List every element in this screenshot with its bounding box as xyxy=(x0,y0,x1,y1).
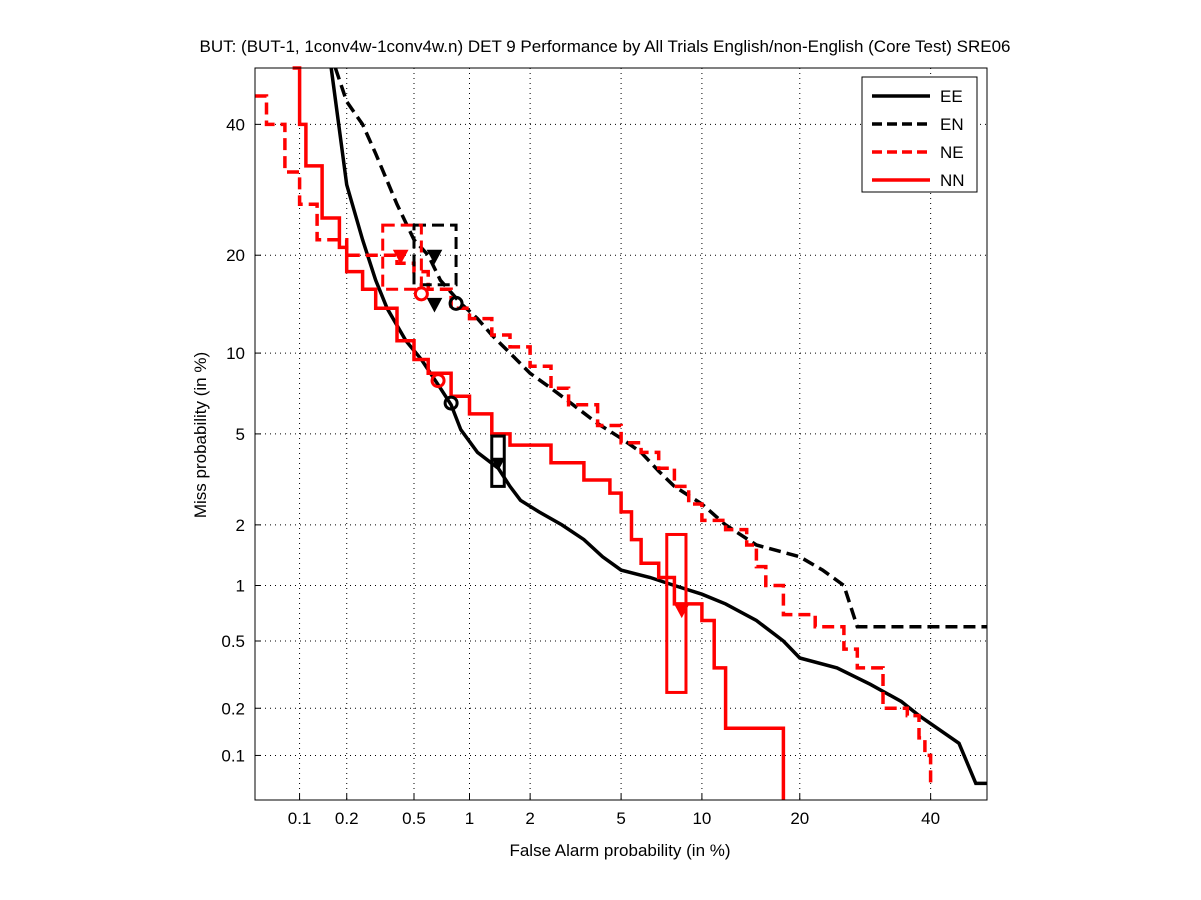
series-line-en xyxy=(333,67,987,629)
x-tick-label: 2 xyxy=(525,809,534,828)
x-tick-label: 40 xyxy=(921,809,940,828)
y-tick-label: 10 xyxy=(226,344,245,363)
act-dcf-marker-nn xyxy=(673,603,690,619)
confidence-box-nn xyxy=(665,532,688,694)
x-tick-label: 5 xyxy=(616,809,625,828)
series-line-ne xyxy=(255,94,933,784)
y-tick-label: 0.2 xyxy=(221,699,245,718)
y-tick-labels: 0.1 0.2 0.5 1 2 5 10 20 40 xyxy=(221,115,245,765)
x-tick-label: 10 xyxy=(692,809,711,828)
legend-label-ne: NE xyxy=(940,143,964,162)
confidence-box-ee xyxy=(490,434,506,488)
act-dcf-marker-ee xyxy=(491,457,506,471)
x-tick-label: 20 xyxy=(790,809,809,828)
y-tick-label: 0.5 xyxy=(221,632,245,651)
y-tick-label: 0.1 xyxy=(221,746,245,765)
series-layer xyxy=(255,66,987,800)
series-line-ee xyxy=(329,67,987,786)
min-dcf-marker-en xyxy=(448,295,464,311)
confidence-box-ne xyxy=(381,223,423,291)
x-tick-label: 1 xyxy=(465,809,474,828)
y-tick-label: 1 xyxy=(236,577,245,596)
markers-layer xyxy=(381,223,690,694)
legend-label-nn: NN xyxy=(940,171,965,190)
y-tick-label: 40 xyxy=(226,115,245,134)
act-dcf-marker-ne xyxy=(392,249,409,265)
min-dcf-marker-ne xyxy=(413,286,429,302)
confidence-box-en xyxy=(412,223,458,287)
x-axis-label: False Alarm probability (in %) xyxy=(509,841,730,860)
x-tick-label: 0.2 xyxy=(335,809,359,828)
x-tick-label: 0.1 xyxy=(288,809,312,828)
x-tick-label: 0.5 xyxy=(402,809,426,828)
legend-label-en: EN xyxy=(940,115,964,134)
act-dcf-marker-en xyxy=(426,249,443,265)
plot-frame xyxy=(254,67,988,801)
chart-title: BUT: (BUT-1, 1conv4w-1conv4w.n) DET 9 Pe… xyxy=(200,37,1011,56)
y-axis-label: Miss probability (in %) xyxy=(191,352,210,518)
series-line-nn xyxy=(292,66,786,800)
min-dcf-marker-ee xyxy=(443,395,459,411)
y-tick-label: 5 xyxy=(236,425,245,444)
y-tick-label: 2 xyxy=(236,516,245,535)
x-tick-labels: 0.1 0.2 0.5 1 2 5 10 20 40 xyxy=(288,809,940,828)
legend-label-ee: EE xyxy=(940,87,963,106)
y-tick-label: 20 xyxy=(226,246,245,265)
legend: EE EN NE NN xyxy=(861,76,978,193)
act-dcf-marker-ee xyxy=(426,297,443,313)
min-dcf-marker-nn xyxy=(430,373,446,389)
